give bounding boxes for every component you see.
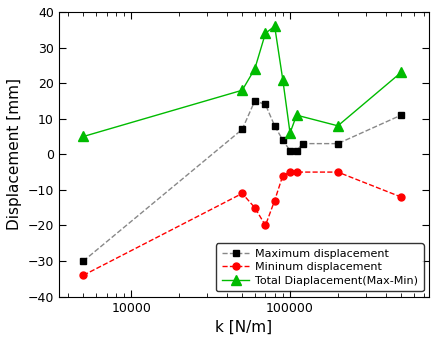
X-axis label: k [N/m]: k [N/m] (215, 320, 272, 335)
Maximum displacement (335, 142, 341, 146)
Maximum displacement (81, 259, 86, 263)
Maximum displacement (272, 124, 277, 128)
Maximum displacement (240, 127, 245, 131)
Mininum displacement (272, 198, 277, 202)
Legend: Maximum displacement, Mininum displacement, Total Diaplacement(Max-Min): Maximum displacement, Mininum displaceme… (216, 243, 423, 291)
Mininum displacement (294, 170, 299, 174)
Mininum displacement (81, 273, 86, 277)
Total Diaplacement(Max-Min) (280, 78, 286, 82)
Total Diaplacement(Max-Min) (252, 67, 257, 71)
Mininum displacement (240, 192, 245, 196)
Maximum displacement (263, 102, 268, 106)
Total Diaplacement(Max-Min) (272, 24, 277, 28)
Line: Total Diaplacement(Max-Min): Total Diaplacement(Max-Min) (78, 21, 406, 141)
Mininum displacement (280, 174, 286, 178)
Line: Mininum displacement: Mininum displacement (80, 169, 405, 279)
Mininum displacement (263, 223, 268, 227)
Total Diaplacement(Max-Min) (263, 31, 268, 35)
Maximum displacement (287, 149, 293, 153)
Total Diaplacement(Max-Min) (294, 113, 299, 117)
Maximum displacement (252, 99, 257, 103)
Mininum displacement (287, 170, 293, 174)
Mininum displacement (252, 206, 257, 210)
Total Diaplacement(Max-Min) (399, 70, 404, 75)
Maximum displacement (280, 138, 286, 142)
Y-axis label: Displacement [mm]: Displacement [mm] (7, 78, 22, 230)
Mininum displacement (335, 170, 341, 174)
Line: Maximum displacement: Maximum displacement (80, 97, 405, 264)
Total Diaplacement(Max-Min) (287, 131, 293, 135)
Maximum displacement (294, 149, 299, 153)
Total Diaplacement(Max-Min) (240, 88, 245, 92)
Maximum displacement (300, 142, 305, 146)
Mininum displacement (399, 195, 404, 199)
Total Diaplacement(Max-Min) (335, 124, 341, 128)
Total Diaplacement(Max-Min) (81, 134, 86, 139)
Maximum displacement (399, 113, 404, 117)
